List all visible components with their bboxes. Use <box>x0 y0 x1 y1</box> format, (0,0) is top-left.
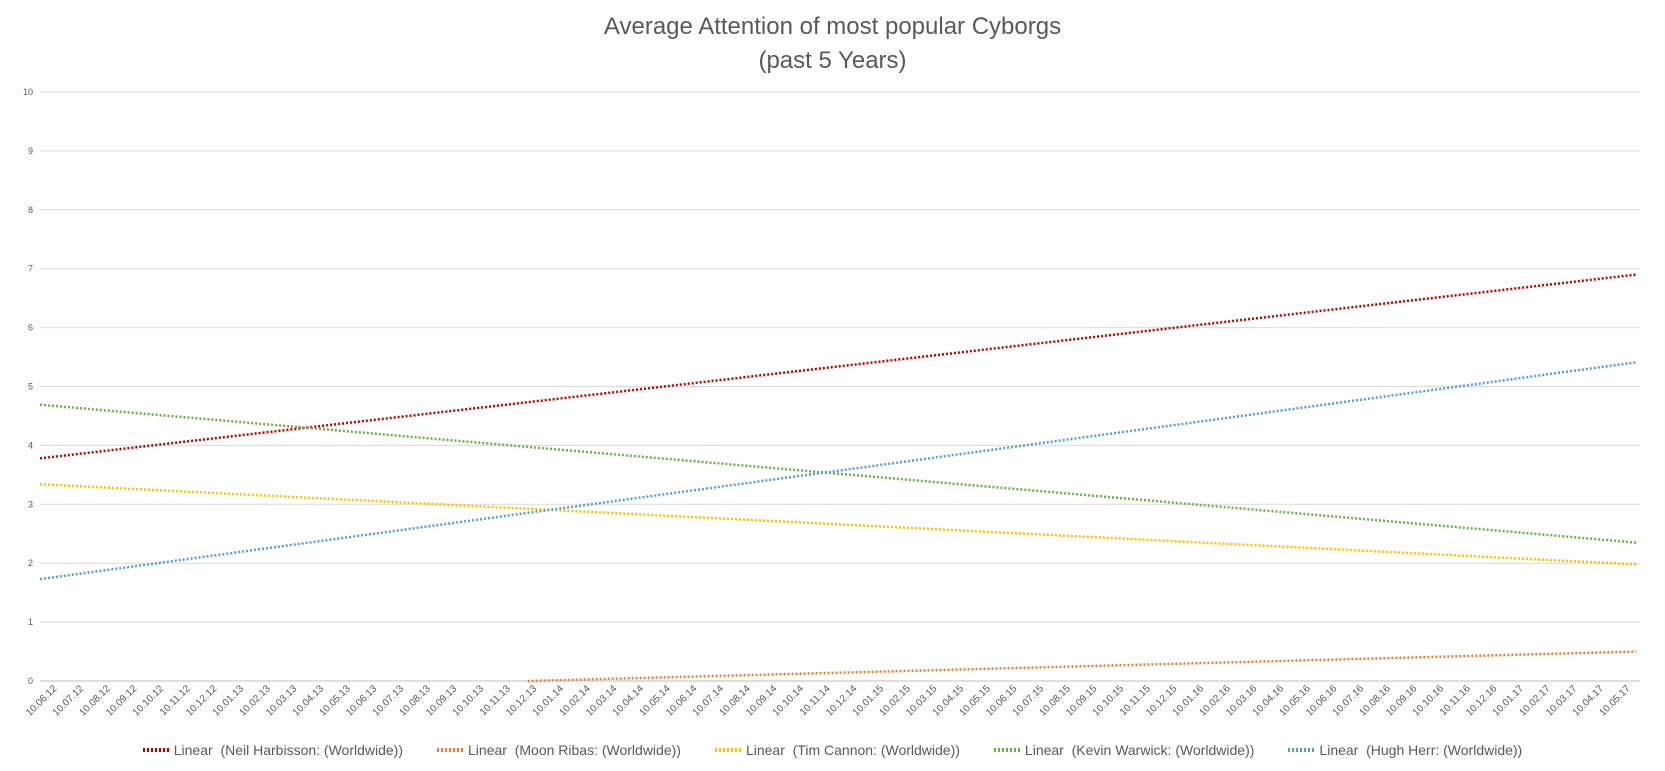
y-tick-label: 7 <box>28 264 33 274</box>
y-tick-label: 2 <box>28 558 33 568</box>
legend-swatch <box>1288 748 1317 752</box>
legend-swatch <box>142 748 171 752</box>
series-line-2 <box>39 483 1637 566</box>
y-tick-label: 3 <box>28 499 33 509</box>
legend-label: Linear (Hugh Herr: (Worldwide)) <box>1319 742 1523 758</box>
legend-item-4: Linear (Hugh Herr: (Worldwide)) <box>1288 742 1522 758</box>
y-tick-label: 6 <box>28 323 33 333</box>
legend-item-3: Linear (Kevin Warwick: (Worldwide)) <box>993 742 1255 758</box>
legend-label: Linear (Neil Harbisson: (Worldwide)) <box>173 742 404 758</box>
series-line-0 <box>39 273 1637 460</box>
series-line-4 <box>39 361 1637 581</box>
series-lines <box>39 273 1637 683</box>
gridlines <box>40 91 1640 682</box>
y-axis-ticks: 0 1 2 3 4 5 6 7 8 9 10 <box>23 87 33 686</box>
legend-swatch <box>714 748 743 752</box>
y-tick-label: 4 <box>28 440 33 450</box>
legend-swatch <box>437 748 466 752</box>
legend-label: Linear (Tim Cannon: (Worldwide)) <box>745 742 960 758</box>
y-tick-label: 10 <box>23 87 33 97</box>
legend-item-2: Linear (Tim Cannon: (Worldwide)) <box>714 742 960 758</box>
legend-label: Linear (Kevin Warwick: (Worldwide)) <box>1024 742 1255 758</box>
chart-title: Average Attention of most popular Cyborg… <box>0 10 1665 78</box>
chart-title-line-2: (past 5 Years) <box>758 47 907 74</box>
y-tick-label: 1 <box>28 617 33 627</box>
series-line-1 <box>527 650 1637 683</box>
series-line-3 <box>39 403 1637 544</box>
legend-item-1: Linear (Moon Ribas: (Worldwide)) <box>437 742 681 758</box>
legend-label: Linear (Moon Ribas: (Worldwide)) <box>468 742 681 758</box>
legend: Linear (Neil Harbisson: (Worldwide)) Line… <box>0 738 1665 762</box>
y-tick-label: 0 <box>28 676 33 686</box>
legend-swatch <box>993 748 1022 752</box>
chart-title-line-1: Average Attention of most popular Cyborg… <box>603 13 1062 40</box>
y-tick-label: 5 <box>28 382 33 392</box>
legend-item-0: Linear (Neil Harbisson: (Worldwide)) <box>142 742 404 758</box>
y-tick-label: 9 <box>28 146 33 156</box>
x-axis-ticks: 10.06.1210.07.1210.08.1210.09.1210.10.12… <box>24 683 1633 719</box>
y-tick-label: 8 <box>28 205 33 215</box>
